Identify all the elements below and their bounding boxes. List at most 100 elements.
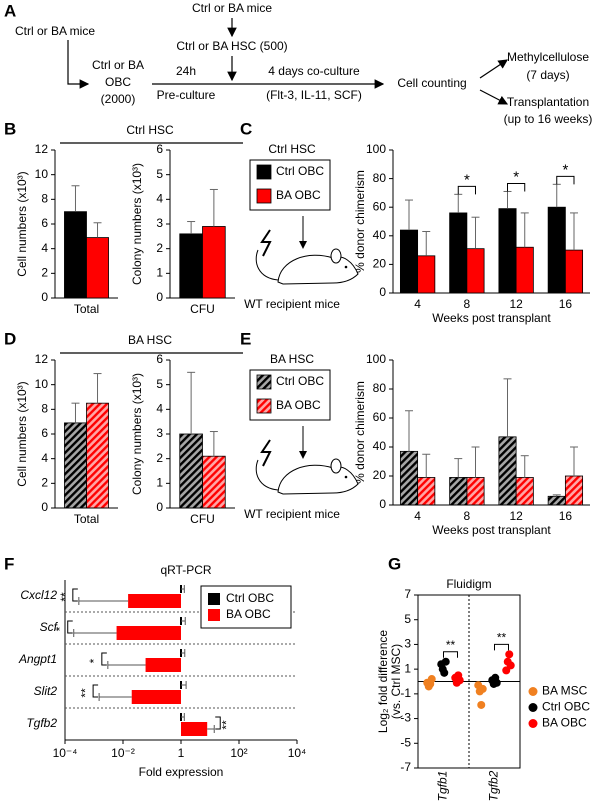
category-label: Slit2 bbox=[34, 684, 58, 698]
legend-label: Ctrl OBC bbox=[276, 164, 324, 178]
legend-label: Ctrl OBC bbox=[276, 374, 324, 388]
schematic-text: Ctrl or BA mice bbox=[15, 24, 95, 38]
significance-label: * bbox=[562, 161, 568, 178]
panel-label: F bbox=[4, 554, 14, 573]
bar bbox=[181, 722, 208, 736]
y-tick-label: 12 bbox=[35, 142, 49, 156]
x-tick-label: 12 bbox=[509, 297, 523, 311]
significance-label: * bbox=[513, 168, 519, 185]
category-label: Angpt1 bbox=[18, 652, 57, 666]
bar bbox=[564, 249, 584, 294]
legend-swatch bbox=[256, 164, 272, 180]
schematic-arrows bbox=[60, 18, 509, 354]
mouse bbox=[255, 249, 359, 285]
legend-label: BA OBC bbox=[276, 188, 321, 202]
legend-swatch bbox=[208, 593, 220, 605]
y-tick-label: 80 bbox=[373, 171, 387, 185]
dot bbox=[427, 675, 436, 684]
x-tick-label: Total bbox=[74, 512, 99, 526]
x-axis-label: Weeks post transplant bbox=[432, 311, 551, 325]
arrow bbox=[479, 59, 508, 79]
y-axis-label: Cell numbers (x10³) bbox=[15, 381, 29, 486]
y-axis-label: (vs. Ctrl MSC) bbox=[389, 644, 403, 719]
schematic-text: Transplantation bbox=[507, 95, 589, 109]
y-tick-label: 2 bbox=[156, 451, 163, 465]
y-tick-label: -3 bbox=[400, 711, 411, 725]
bar bbox=[547, 495, 566, 506]
header: Ctrl HSC bbox=[126, 123, 174, 137]
arrow bbox=[67, 40, 90, 89]
y-tick-label: 6 bbox=[156, 352, 163, 366]
significance-label: ** bbox=[219, 720, 233, 730]
y-tick-label: 0 bbox=[41, 290, 48, 304]
schematic-text: Ctrl or BA bbox=[92, 58, 144, 72]
y-tick-label: 10 bbox=[35, 377, 49, 391]
y-tick-label: 0 bbox=[41, 500, 48, 514]
x-tick-label: 10⁻² bbox=[111, 746, 135, 760]
category-label: Cxcl12 bbox=[20, 588, 57, 602]
y-axis-label: % donor chimerism bbox=[353, 381, 367, 484]
y-tick-label: 4 bbox=[156, 192, 163, 206]
schematic-text: 4 days co-culture bbox=[268, 64, 360, 78]
category-label: Tgfb2 bbox=[26, 716, 57, 730]
y-tick-label: 7 bbox=[404, 587, 411, 601]
y-tick-label: 8 bbox=[41, 402, 48, 416]
y-tick-label: 4 bbox=[41, 451, 48, 465]
bar bbox=[179, 433, 203, 509]
scheme-recipient: WT recipient mice bbox=[244, 507, 340, 521]
x-tick-label: 10⁴ bbox=[288, 746, 307, 760]
y-tick-label: 0 bbox=[379, 497, 386, 511]
panel-label: B bbox=[4, 119, 16, 138]
bar bbox=[64, 422, 87, 509]
significance-label: ** bbox=[78, 688, 92, 698]
y-axis-label: Colony numbers (x10³) bbox=[130, 373, 144, 495]
y-tick-label: 2 bbox=[156, 241, 163, 255]
legend-swatch bbox=[528, 719, 538, 728]
y-tick-label: 0 bbox=[379, 285, 386, 299]
mouse bbox=[255, 459, 359, 495]
x-tick-label: Tgfb2 bbox=[487, 770, 501, 801]
schematic-text: (Flt-3, IL-11, SCF) bbox=[266, 88, 362, 102]
mouse-eye bbox=[344, 475, 348, 479]
y-tick-label: 12 bbox=[35, 352, 49, 366]
significance-label: * bbox=[53, 626, 67, 631]
bar bbox=[498, 436, 517, 506]
significance-label: * bbox=[87, 658, 101, 663]
x-tick-label: Total bbox=[74, 302, 99, 316]
significance-bracket bbox=[72, 588, 78, 602]
y-tick-label: -7 bbox=[400, 760, 411, 774]
panel-label: E bbox=[240, 329, 251, 348]
y-tick-label: 2 bbox=[41, 476, 48, 490]
significance-label: * bbox=[464, 171, 470, 188]
y-tick-label: 6 bbox=[41, 426, 48, 440]
legend-label: BA OBC bbox=[226, 607, 271, 621]
y-tick-label: 20 bbox=[373, 257, 387, 271]
lightning bbox=[260, 229, 272, 257]
x-tick-label: 4 bbox=[414, 297, 421, 311]
significance-bracket bbox=[215, 716, 221, 730]
x-tick-label: 10² bbox=[230, 746, 247, 760]
bar bbox=[449, 212, 468, 294]
legend-swatch bbox=[208, 609, 220, 621]
schematic-text: Methylcellulose bbox=[507, 50, 589, 64]
y-tick-label: 3 bbox=[156, 216, 163, 230]
schematic-text: Cell counting bbox=[397, 76, 466, 90]
dot bbox=[440, 668, 449, 677]
significance-bracket bbox=[494, 643, 509, 651]
x-tick-label: 8 bbox=[464, 509, 471, 523]
x-tick-label: 4 bbox=[414, 509, 421, 523]
y-tick-label: 1 bbox=[156, 266, 163, 280]
y-tick-label: 2 bbox=[41, 266, 48, 280]
mouse-eye bbox=[344, 265, 348, 269]
legend-label: Ctrl OBC bbox=[542, 700, 590, 714]
x-axis-label: Weeks post transplant bbox=[432, 523, 551, 537]
y-tick-label: 10 bbox=[35, 167, 49, 181]
y-tick-label: 5 bbox=[156, 377, 163, 391]
dot bbox=[478, 684, 487, 693]
y-axis-label: Colony numbers (x10³) bbox=[130, 163, 144, 285]
y-axis-label: Cell numbers (x10³) bbox=[15, 171, 29, 276]
panel-label: C bbox=[240, 119, 252, 138]
schematic-text: 24h bbox=[176, 64, 196, 78]
legend-swatch bbox=[256, 188, 272, 204]
